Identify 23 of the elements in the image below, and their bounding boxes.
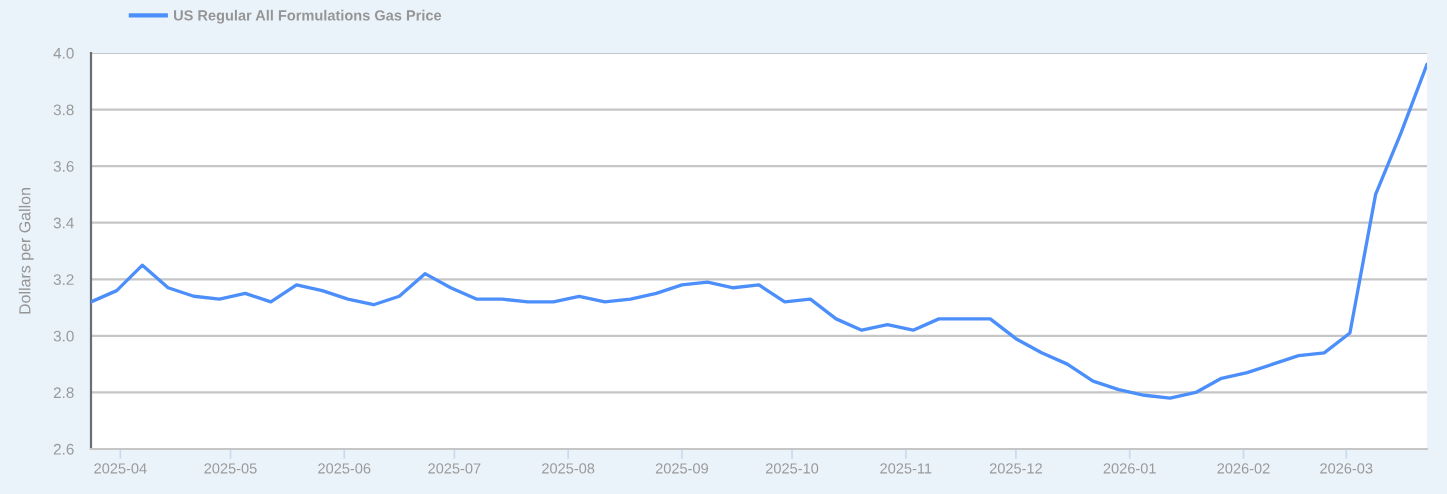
x-tick-label: 2025-04 [94, 463, 147, 474]
y-tick-label: 4.0 [53, 47, 74, 59]
y-tick-label: 3.0 [53, 330, 74, 342]
y-tick-label: 3.2 [53, 274, 74, 285]
legend-label: US Regular All Formulations Gas Price [174, 9, 442, 24]
x-tick-label: 2025-07 [428, 463, 481, 474]
x-tick-label: 2026-03 [1320, 463, 1373, 474]
x-tick-label: 2025-12 [989, 463, 1042, 474]
x-tick-label: 2025-10 [766, 463, 819, 474]
y-tick-label: 3.6 [53, 161, 74, 172]
x-tick-label: 2025-06 [318, 463, 371, 474]
x-tick-label: 2025-08 [542, 463, 595, 474]
y-tick-label: 3.8 [53, 104, 74, 116]
x-tick-label: 2025-11 [880, 463, 932, 474]
x-tick-label: 2026-01 [1103, 463, 1156, 474]
y-axis-title: Dollars per Gallon [18, 188, 34, 314]
x-tick-label: 2026-02 [1217, 463, 1270, 474]
y-tick-label: 2.6 [53, 443, 74, 455]
y-tick-label: 3.4 [53, 217, 74, 229]
x-tick-label: 2025-05 [204, 463, 257, 474]
y-tick-label: 2.8 [53, 387, 74, 399]
line-series [91, 62, 1427, 400]
x-tick-label: 2025-09 [655, 463, 708, 474]
